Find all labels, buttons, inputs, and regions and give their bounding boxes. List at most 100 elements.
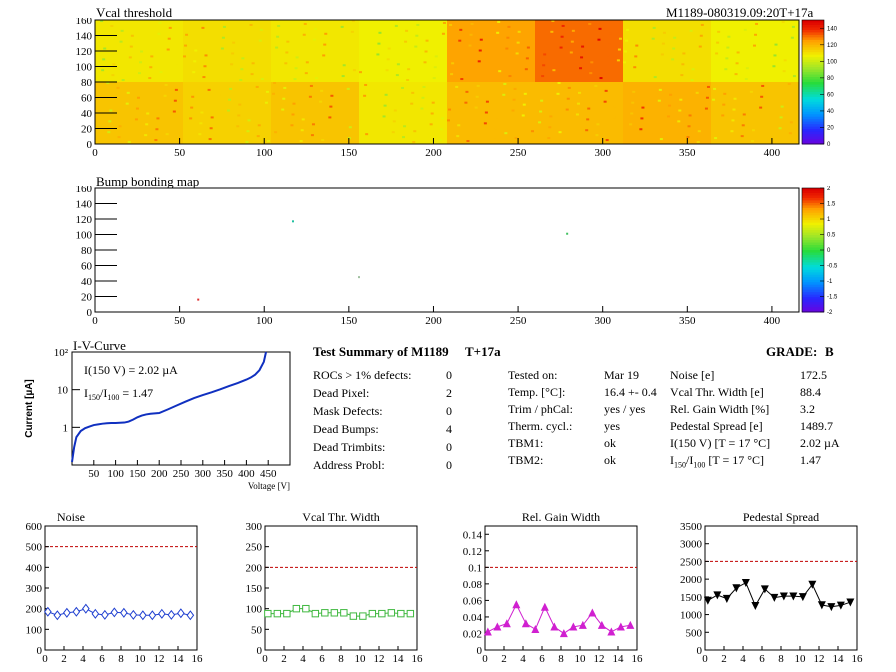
heatmap-speckle <box>292 102 296 105</box>
heatmap-speckle <box>138 72 142 75</box>
heatmap-speckle <box>457 124 461 127</box>
heatmap-speckle <box>136 96 140 99</box>
heatmap-speckle <box>414 45 418 48</box>
color-scale-label: -1 <box>827 279 833 285</box>
data-point <box>264 609 272 618</box>
heatmap-speckle <box>139 61 143 64</box>
y-tick-label: 1000 <box>680 610 703 622</box>
defect-pixel <box>358 276 360 279</box>
x-tick-label: 8 <box>118 653 124 665</box>
heatmap-speckle <box>333 48 337 51</box>
heatmap-speckle <box>266 140 270 143</box>
x-tick-label: 0 <box>262 653 268 665</box>
x-tick-label: 8 <box>558 653 564 665</box>
heatmap-speckle <box>717 30 721 33</box>
color-scale-band <box>802 72 824 76</box>
x-tick-label: 300 <box>195 468 212 480</box>
data-point <box>616 622 625 631</box>
heatmap-speckle <box>487 65 491 68</box>
color-scale-band <box>802 205 824 209</box>
x-tick-label: 2 <box>501 653 507 665</box>
heatmap-speckle <box>140 50 144 53</box>
y-axis-label: Current [µA] <box>24 379 35 438</box>
heatmap-speckle <box>422 85 426 88</box>
heatmap-speckle <box>484 111 488 114</box>
heatmap-speckle <box>695 91 699 94</box>
data-point <box>340 609 348 617</box>
heatmap-speckle <box>599 77 603 80</box>
color-scale-band <box>802 52 824 56</box>
data-point <box>798 593 807 602</box>
heatmap-speckle <box>116 86 120 89</box>
heatmap-tile <box>447 82 535 144</box>
grade-label: GRADE: <box>766 344 818 359</box>
series-line <box>487 603 631 635</box>
plot-frame <box>94 187 800 313</box>
color-scale-band <box>802 220 824 224</box>
color-scale-band <box>802 267 824 271</box>
color-scale-band <box>802 114 824 118</box>
x-tick-label: 350 <box>679 315 696 327</box>
chart-title: Vcal Thr. Width <box>302 510 379 524</box>
heatmap-speckle <box>552 69 556 72</box>
color-scale-band <box>802 111 824 115</box>
color-scale-band <box>802 202 824 206</box>
grade-value: B <box>825 344 834 359</box>
x-tick-label: 14 <box>613 653 625 665</box>
heatmap-speckle <box>256 135 260 138</box>
color-scale-band <box>802 121 824 125</box>
heatmap-speckle <box>245 141 249 144</box>
color-scale-band <box>802 24 824 28</box>
heatmap-speckle <box>423 61 427 64</box>
data-point <box>359 612 367 620</box>
plot-frame <box>264 525 418 651</box>
color-scale-label: 40 <box>827 109 834 115</box>
heatmap-speckle <box>763 49 767 52</box>
heatmap-speckle <box>659 138 663 141</box>
heatmap-speckle <box>557 82 561 84</box>
heatmap-speckle <box>391 131 395 134</box>
heatmap-speckle <box>556 92 560 95</box>
color-scale-band <box>802 304 824 308</box>
heatmap-speckle <box>589 72 593 75</box>
heatmap-speckle <box>658 88 662 91</box>
color-scale-band <box>802 32 824 36</box>
color-scale-label: -0.5 <box>827 264 838 270</box>
heatmap-speckle <box>229 87 233 90</box>
data-point <box>158 608 166 619</box>
heatmap-speckle <box>735 62 739 65</box>
heatmap-speckle <box>673 36 677 39</box>
heatmap-speckle <box>679 98 683 101</box>
color-scale-band <box>802 82 824 85</box>
color-scale-label: 120 <box>827 43 838 49</box>
x-tick-label: 0 <box>92 315 98 327</box>
heatmap-speckle <box>392 120 396 123</box>
heatmap-speckle <box>639 128 643 131</box>
heatmap-speckle <box>634 55 638 58</box>
x-tick-label: 200 <box>151 468 168 480</box>
heatmap-speckle <box>550 30 554 33</box>
heatmap-speckle <box>587 107 591 110</box>
data-point <box>378 609 386 618</box>
heatmap-speckle <box>754 33 758 36</box>
heatmap-speckle <box>395 74 399 77</box>
y-tick-label: 0.14 <box>463 529 483 541</box>
heatmap-speckle <box>386 58 390 61</box>
heatmap-speckle <box>560 35 564 38</box>
heatmap-speckle <box>541 75 545 78</box>
heatmap-speckle <box>612 116 616 119</box>
heatmap-speckle <box>415 34 419 37</box>
color-scale-band <box>802 29 824 33</box>
heatmap-speckle <box>477 60 481 63</box>
data-point <box>186 610 195 621</box>
x-tick-label: 4 <box>300 653 306 665</box>
heatmap-speckle <box>689 29 693 32</box>
heatmap-speckle <box>190 106 194 109</box>
color-scale-band <box>802 119 824 123</box>
heatmap-speckle <box>469 33 473 36</box>
heatmap-speckle <box>698 45 702 48</box>
data-point <box>607 627 616 636</box>
heatmap-speckle <box>168 26 172 29</box>
heatmap-tile <box>711 20 799 82</box>
heatmap-speckle <box>193 60 197 63</box>
